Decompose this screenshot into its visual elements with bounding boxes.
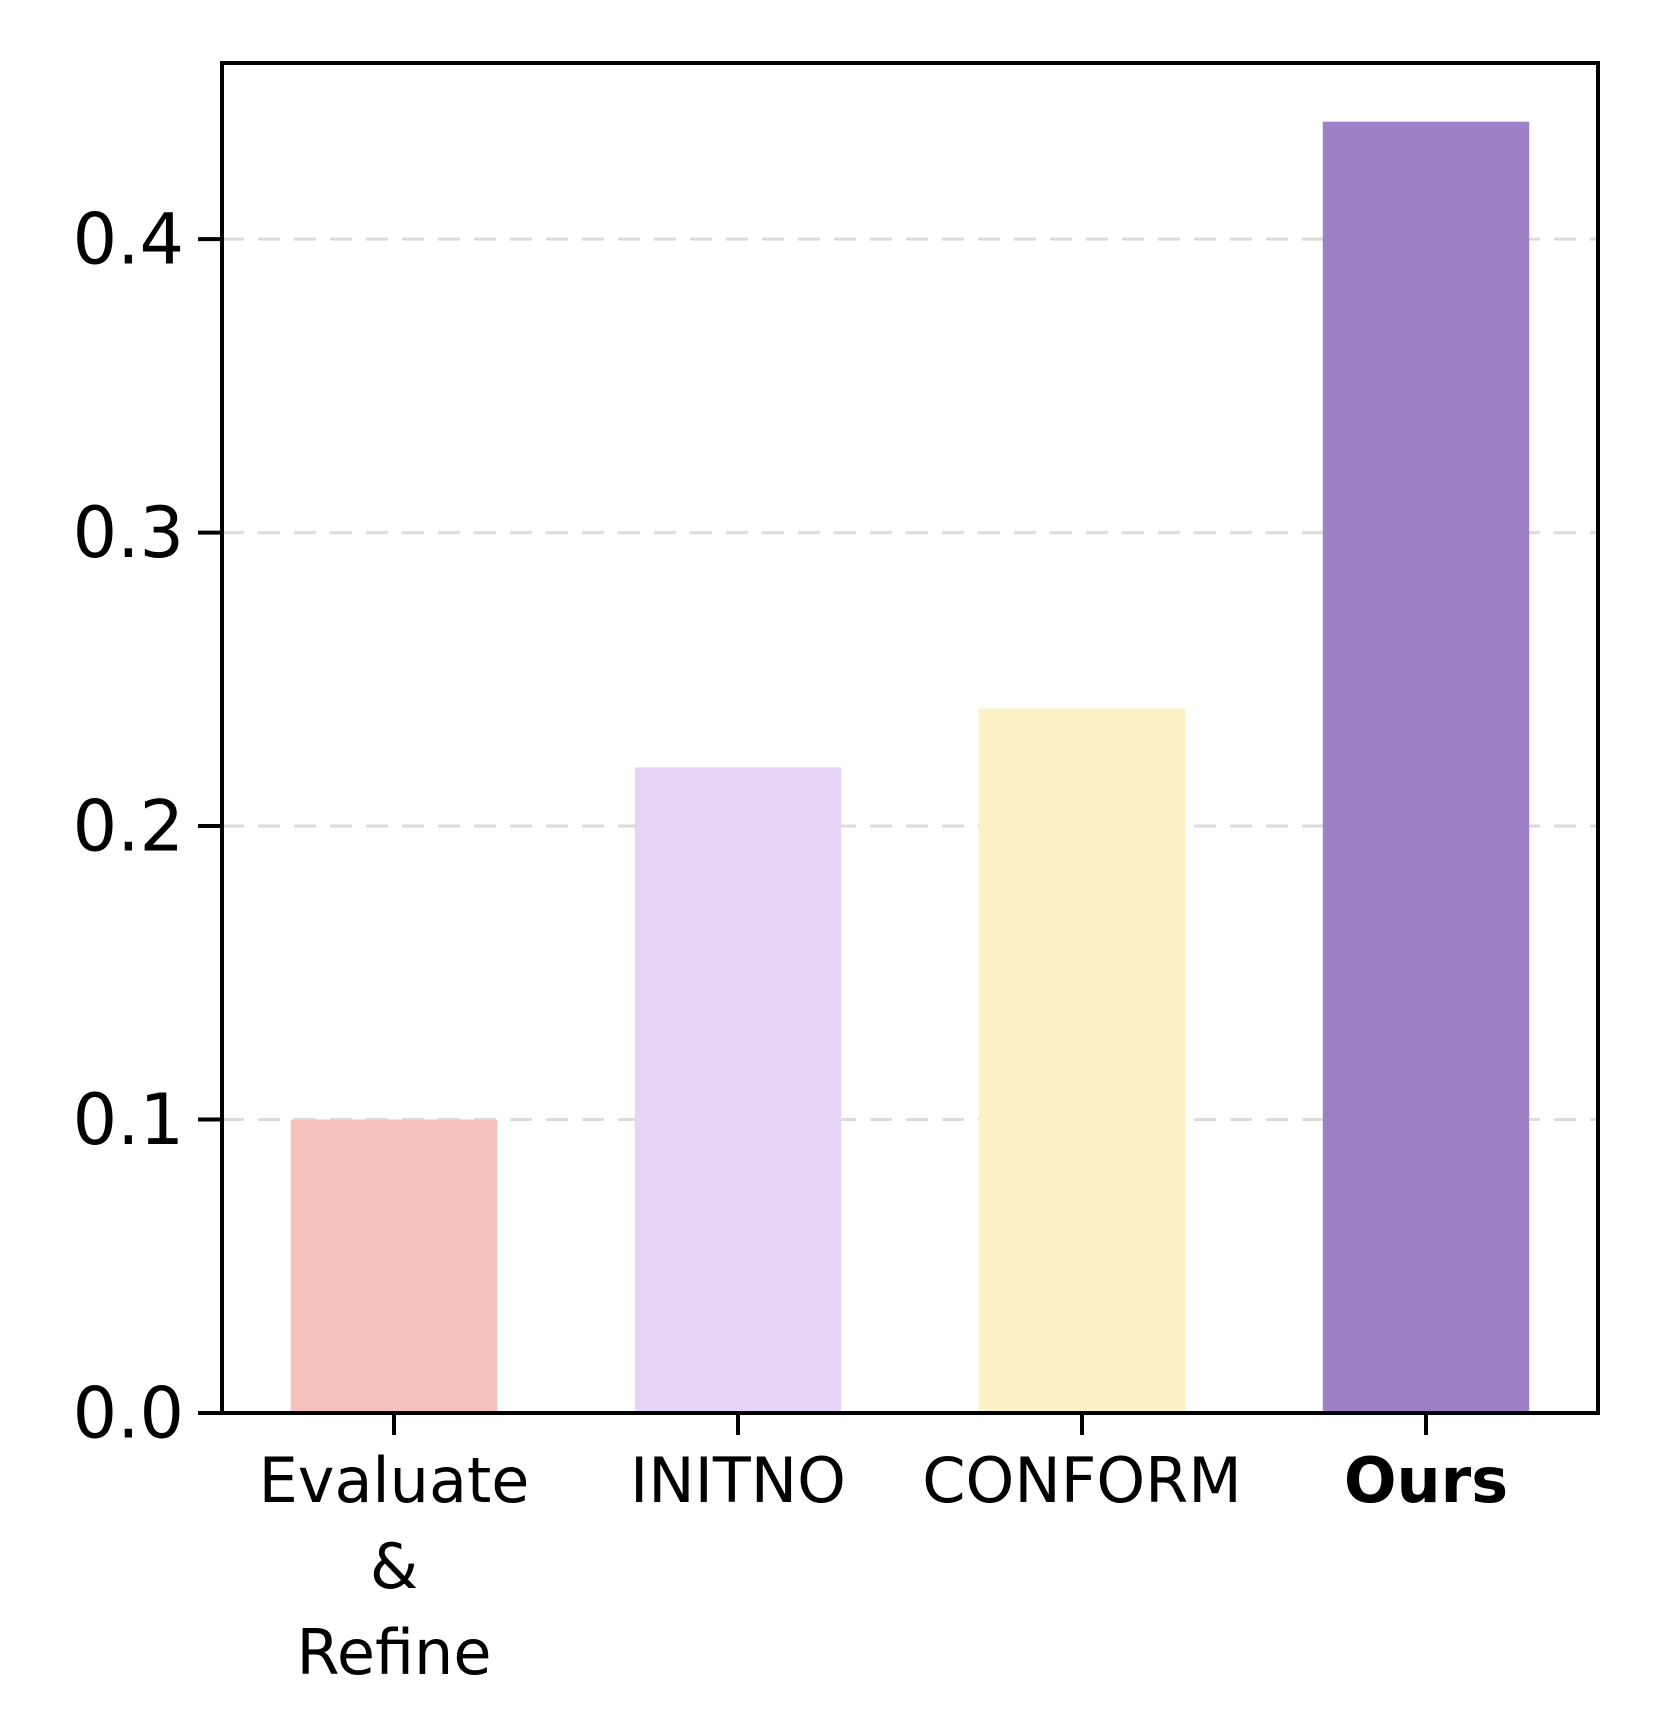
x-tick-label-initno: INITNO — [630, 1444, 846, 1517]
x-tick-label-ours: Ours — [1344, 1444, 1508, 1517]
x-tick-label-line: Ours — [1344, 1444, 1508, 1517]
x-tick-label-line: Refine — [297, 1616, 492, 1689]
x-tick-label-line: & — [370, 1530, 418, 1603]
bar-initno — [634, 767, 842, 1413]
y-tick-label-0.4: 0.4 — [73, 199, 184, 281]
y-tick-label-0.0: 0.0 — [73, 1373, 184, 1455]
x-tick-label-evaluate-refine: Evaluate & Refine — [259, 1444, 530, 1689]
x-tick-label-conform: CONFORM — [922, 1444, 1242, 1517]
y-tick-label-0.2: 0.2 — [73, 786, 184, 868]
plot-border — [220, 61, 1600, 1415]
bar-ours — [1322, 121, 1530, 1413]
x-tick-label-line: Evaluate — [259, 1444, 530, 1517]
x-tick-label-line: CONFORM — [922, 1444, 1242, 1517]
bar-conform — [978, 708, 1186, 1413]
y-tick-label-0.3: 0.3 — [73, 492, 184, 574]
x-tick-label-line: INITNO — [630, 1444, 846, 1517]
bar-evaluate-refine — [290, 1119, 498, 1413]
y-tick-label-0.1: 0.1 — [73, 1079, 184, 1161]
